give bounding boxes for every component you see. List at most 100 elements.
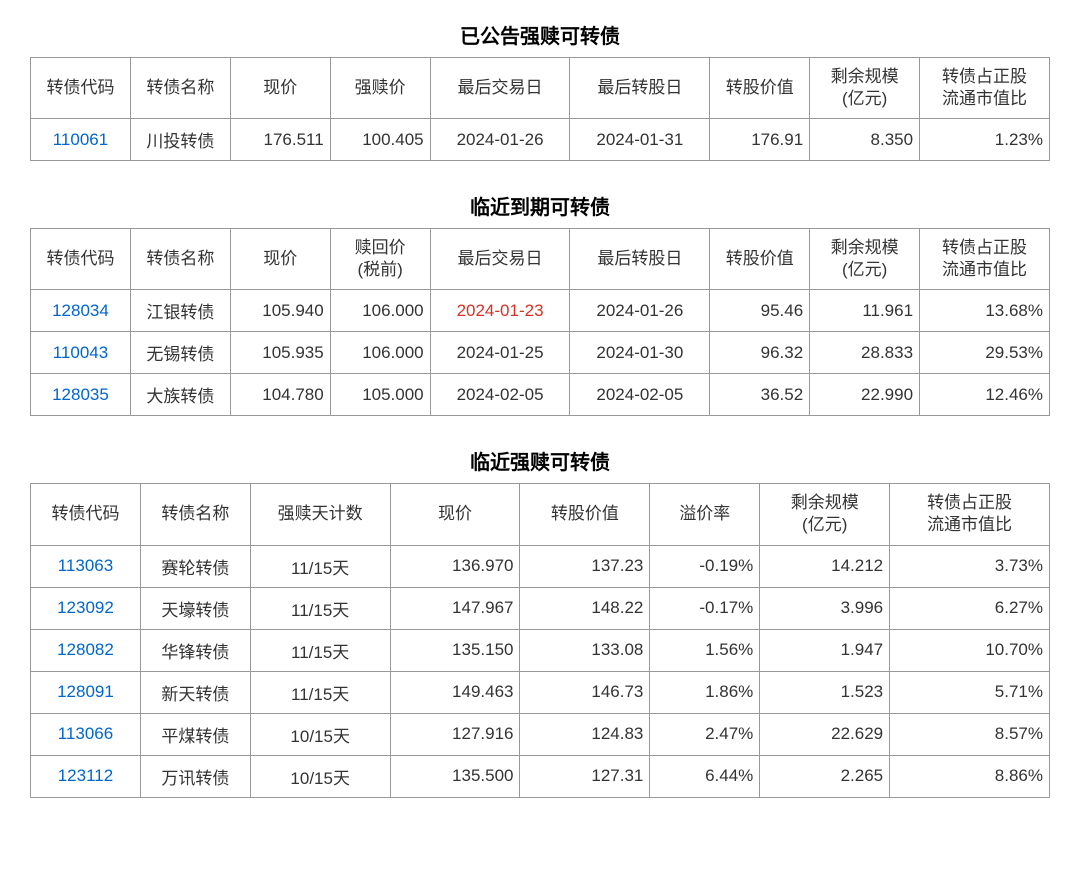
table-cell: 川投转债 [130,119,230,161]
table-cell: 147.967 [390,587,520,629]
column-header: 转债代码 [31,229,131,290]
bond-code-link[interactable]: 113063 [31,545,141,587]
table-cell: 1.86% [650,671,760,713]
bond-code-link[interactable]: 128035 [31,374,131,416]
table-cell: 10/15天 [250,755,390,797]
table-cell: 95.46 [710,290,810,332]
table-cell: 137.23 [520,545,650,587]
column-header: 转债代码 [31,484,141,545]
table-cell: 149.463 [390,671,520,713]
bond-code-link[interactable]: 123092 [31,587,141,629]
near-redemption-table: 转债代码转债名称强赎天计数现价转股价值溢价率剩余规模(亿元)转债占正股流通市值比… [30,483,1050,797]
column-header: 转债占正股流通市值比 [920,229,1050,290]
table-cell: 天壕转债 [140,587,250,629]
table-cell: 106.000 [330,290,430,332]
table-cell: 8.350 [810,119,920,161]
bond-code-link[interactable]: 113066 [31,713,141,755]
table-row: 110061川投转债176.511100.4052024-01-262024-0… [31,119,1050,161]
column-header: 强赎天计数 [250,484,390,545]
section-title: 临近强赎可转债 [20,446,1060,475]
column-header: 最后转股日 [570,229,710,290]
table-cell: 146.73 [520,671,650,713]
table-cell: 2.265 [760,755,890,797]
table-cell: 105.940 [230,290,330,332]
table-header-row: 转债代码转债名称现价赎回价(税前)最后交易日最后转股日转股价值剩余规模(亿元)转… [31,229,1050,290]
table-cell: 127.916 [390,713,520,755]
table-cell: 148.22 [520,587,650,629]
column-header: 剩余规模(亿元) [760,484,890,545]
table-cell: 3.73% [890,545,1050,587]
table-cell: 96.32 [710,332,810,374]
table-cell: 1.523 [760,671,890,713]
column-header: 转债占正股流通市值比 [890,484,1050,545]
table-row: 128082华锋转债11/15天135.150133.081.56%1.9471… [31,629,1050,671]
table-row: 110043无锡转债105.935106.0002024-01-252024-0… [31,332,1050,374]
table-cell: 大族转债 [130,374,230,416]
column-header: 现价 [230,229,330,290]
table-cell: 平煤转债 [140,713,250,755]
table-cell: 3.996 [760,587,890,629]
near-maturity-table: 转债代码转债名称现价赎回价(税前)最后交易日最后转股日转股价值剩余规模(亿元)转… [30,228,1050,416]
column-header: 转债名称 [130,229,230,290]
table-cell: 10/15天 [250,713,390,755]
section-title: 已公告强赎可转债 [20,20,1060,49]
table-cell: 22.990 [810,374,920,416]
table-row: 128035大族转债104.780105.0002024-02-052024-0… [31,374,1050,416]
table-cell: 2024-01-26 [430,119,570,161]
table-cell: 1.947 [760,629,890,671]
table-row: 123092天壕转债11/15天147.967148.22-0.17%3.996… [31,587,1050,629]
table-cell: 176.511 [230,119,330,161]
table-cell: 无锡转债 [130,332,230,374]
table-cell: 江银转债 [130,290,230,332]
bond-code-link[interactable]: 110061 [31,119,131,161]
table-cell: 104.780 [230,374,330,416]
table-cell: 176.91 [710,119,810,161]
table-cell: 100.405 [330,119,430,161]
column-header: 最后交易日 [430,58,570,119]
table-cell: 11/15天 [250,629,390,671]
table-cell: 2024-01-26 [570,290,710,332]
table-cell: 13.68% [920,290,1050,332]
table-row: 113063赛轮转债11/15天136.970137.23-0.19%14.21… [31,545,1050,587]
bond-code-link[interactable]: 110043 [31,332,131,374]
column-header: 转债名称 [140,484,250,545]
table-cell: 133.08 [520,629,650,671]
column-header: 转股价值 [710,58,810,119]
table-cell: 赛轮转债 [140,545,250,587]
column-header: 最后转股日 [570,58,710,119]
table-cell: 2024-02-05 [430,374,570,416]
table-cell: 106.000 [330,332,430,374]
near-redemption-section: 临近强赎可转债 转债代码转债名称强赎天计数现价转股价值溢价率剩余规模(亿元)转债… [20,446,1060,797]
table-cell: 36.52 [710,374,810,416]
table-row: 113066平煤转债10/15天127.916124.832.47%22.629… [31,713,1050,755]
table-cell: 万讯转债 [140,755,250,797]
table-cell: 135.500 [390,755,520,797]
column-header: 剩余规模(亿元) [810,58,920,119]
announced-redemption-table: 转债代码转债名称现价强赎价最后交易日最后转股日转股价值剩余规模(亿元)转债占正股… [30,57,1050,161]
table-cell: 28.833 [810,332,920,374]
bond-code-link[interactable]: 128034 [31,290,131,332]
table-cell: -0.17% [650,587,760,629]
announced-redemption-section: 已公告强赎可转债 转债代码转债名称现价强赎价最后交易日最后转股日转股价值剩余规模… [20,20,1060,161]
column-header: 转债名称 [130,58,230,119]
table-cell: 105.000 [330,374,430,416]
bond-code-link[interactable]: 123112 [31,755,141,797]
table-cell: 1.23% [920,119,1050,161]
column-header: 强赎价 [330,58,430,119]
table-cell: 127.31 [520,755,650,797]
table-cell: 136.970 [390,545,520,587]
table-cell: 11.961 [810,290,920,332]
column-header: 转股价值 [710,229,810,290]
table-header-row: 转债代码转债名称强赎天计数现价转股价值溢价率剩余规模(亿元)转债占正股流通市值比 [31,484,1050,545]
table-cell: 2024-02-05 [570,374,710,416]
table-cell: 105.935 [230,332,330,374]
bond-code-link[interactable]: 128082 [31,629,141,671]
table-row: 128034江银转债105.940106.0002024-01-232024-0… [31,290,1050,332]
column-header: 最后交易日 [430,229,570,290]
bond-code-link[interactable]: 128091 [31,671,141,713]
table-cell: 华锋转债 [140,629,250,671]
table-cell: 135.150 [390,629,520,671]
table-cell: 8.57% [890,713,1050,755]
table-cell: 2.47% [650,713,760,755]
column-header: 转股价值 [520,484,650,545]
